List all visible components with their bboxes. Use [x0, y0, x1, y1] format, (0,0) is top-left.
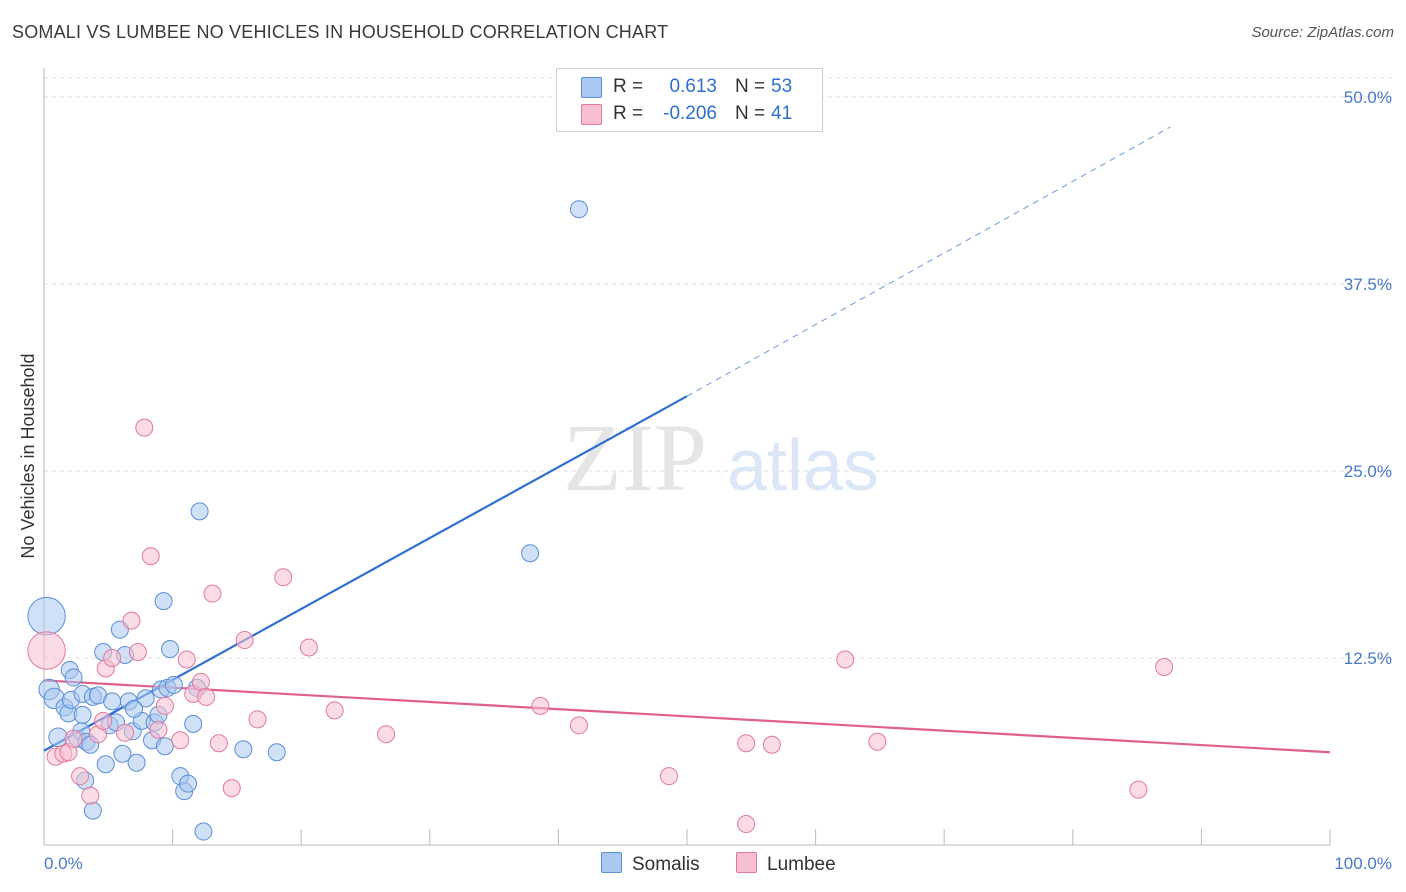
point-lumbee — [171, 731, 190, 750]
y-tick-label: 12.5% — [1344, 649, 1392, 668]
point-lumbee — [235, 631, 254, 650]
bottom-legend: Somalis Lumbee — [0, 852, 1406, 878]
point-somalis — [155, 737, 174, 756]
legend-r-value: -0.206 — [663, 103, 717, 124]
point-somalis — [64, 668, 83, 687]
point-somalis — [113, 744, 132, 763]
point-lumbee — [94, 711, 113, 730]
source-label: Source: ZipAtlas.com — [1251, 24, 1394, 41]
point-somalis — [569, 200, 588, 219]
point-lumbee — [659, 767, 678, 786]
point-somalis — [27, 596, 66, 636]
point-lumbee — [868, 732, 887, 751]
y-tick-label: 50.0% — [1344, 88, 1392, 107]
point-lumbee — [197, 687, 216, 706]
y-tick-label: 37.5% — [1344, 275, 1392, 294]
point-lumbee — [177, 650, 196, 669]
point-lumbee — [64, 729, 83, 748]
series-somalis — [27, 200, 588, 841]
point-somalis — [267, 743, 286, 762]
point-somalis — [73, 705, 92, 724]
chart-title: SOMALI VS LUMBEE NO VEHICLES IN HOUSEHOL… — [12, 22, 669, 42]
point-lumbee — [122, 611, 141, 630]
point-somalis — [103, 692, 122, 711]
point-lumbee — [222, 779, 241, 798]
point-somalis — [184, 714, 203, 733]
point-lumbee — [71, 767, 90, 786]
point-somalis — [136, 689, 155, 708]
point-lumbee — [1155, 657, 1174, 676]
point-somalis — [179, 774, 198, 793]
gridlines — [44, 77, 1392, 659]
legend-item-lumbee[interactable]: Lumbee — [736, 852, 836, 876]
legend-box: R = 0.613 N = 53 R = -0.206 N = 41 — [556, 68, 823, 132]
point-lumbee — [248, 710, 267, 729]
legend-label-lumbee: Lumbee — [767, 854, 836, 875]
legend-item-somalis[interactable]: Somalis — [601, 852, 700, 876]
point-lumbee — [191, 672, 210, 691]
point-lumbee — [135, 418, 154, 437]
watermark-atlas: atlas — [727, 426, 879, 506]
point-lumbee — [141, 547, 160, 566]
point-somalis — [164, 675, 183, 694]
point-somalis — [521, 544, 540, 563]
legend-label-somalis: Somalis — [632, 854, 700, 875]
trend-line-somalis-projection — [686, 126, 1171, 397]
point-somalis — [154, 592, 173, 611]
axes — [43, 68, 1331, 846]
point-lumbee — [325, 701, 344, 720]
point-lumbee — [569, 716, 588, 735]
point-somalis — [48, 727, 68, 748]
legend-swatch-lumbee — [581, 104, 602, 125]
legend-r-label: R = — [613, 103, 644, 124]
series-lumbee — [27, 418, 1174, 834]
watermark-zip: ZIP — [563, 404, 707, 511]
point-lumbee — [155, 696, 174, 715]
point-somalis — [125, 699, 144, 718]
point-lumbee — [1129, 780, 1148, 799]
point-lumbee — [203, 584, 222, 603]
trend-line-lumbee — [43, 679, 1331, 754]
point-lumbee — [128, 643, 147, 662]
point-lumbee — [116, 723, 135, 742]
legend-n-label: N = — [735, 76, 766, 97]
tick-labels: 12.5% 25.0% 37.5% 50.0% 0.0% 100.0% — [44, 88, 1392, 873]
watermark: ZIP atlas — [563, 404, 879, 511]
point-lumbee — [27, 631, 66, 670]
point-somalis — [194, 822, 213, 841]
point-lumbee — [209, 734, 228, 753]
point-lumbee — [377, 725, 396, 744]
legend-swatch-somalis — [581, 77, 602, 98]
point-somalis — [83, 801, 102, 820]
point-somalis — [234, 740, 253, 759]
point-lumbee — [531, 696, 550, 715]
legend-n-value: 53 — [771, 76, 793, 97]
legend-r-value: 0.613 — [669, 76, 717, 97]
point-somalis — [190, 502, 209, 521]
point-lumbee — [762, 735, 781, 754]
legend-swatch-somalis — [601, 852, 622, 873]
point-somalis — [96, 755, 115, 774]
data-points — [27, 200, 1174, 841]
legend-swatch-lumbee — [736, 852, 757, 873]
point-lumbee — [81, 786, 100, 805]
x-tick-label: 100.0% — [1334, 854, 1392, 873]
y-tick-label: 25.0% — [1344, 462, 1392, 481]
point-lumbee — [149, 720, 168, 739]
point-lumbee — [836, 650, 855, 669]
point-lumbee — [274, 568, 293, 587]
legend-n-label: N = — [735, 103, 766, 124]
point-somalis — [127, 753, 146, 772]
point-lumbee — [103, 649, 122, 667]
legend-n-value: 41 — [771, 103, 793, 124]
point-lumbee — [299, 638, 318, 657]
legend-r-label: R = — [613, 76, 644, 97]
x-tick-label: 0.0% — [44, 854, 83, 873]
point-lumbee — [737, 815, 756, 834]
y-axis-label: No Vehicles in Household — [18, 353, 38, 558]
point-lumbee — [737, 734, 756, 753]
point-somalis — [161, 640, 180, 659]
